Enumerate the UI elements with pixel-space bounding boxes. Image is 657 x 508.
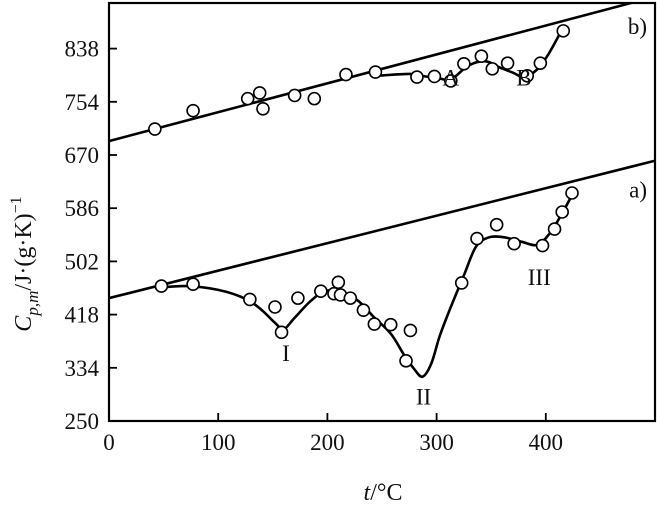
y-tick-label: 418 (65, 303, 100, 328)
series-layer (109, 3, 655, 379)
data-point (154, 279, 169, 293)
baseline-line (109, 159, 655, 300)
data-point (443, 74, 458, 88)
data-point (356, 303, 371, 317)
y-tick-label: 670 (65, 143, 100, 168)
data-point (520, 69, 535, 83)
data-point (307, 91, 322, 106)
x-tick-label: 200 (310, 430, 345, 455)
data-point (547, 222, 562, 236)
fit-curve (154, 192, 575, 379)
data-point (240, 91, 255, 106)
series-label: a) (629, 177, 647, 202)
series-0 (109, 3, 637, 143)
x-tick-label: 0 (103, 430, 115, 455)
data-point (343, 291, 358, 305)
data-point (555, 205, 569, 219)
data-point (533, 56, 548, 70)
data-point (485, 62, 500, 76)
data-point (489, 217, 504, 232)
series-1 (109, 159, 655, 379)
fit-curve (376, 32, 562, 83)
data-point (287, 88, 302, 103)
data-point (291, 291, 305, 305)
y-axis-exp: −1 (8, 196, 25, 213)
x-axis-var: t (364, 480, 372, 506)
x-axis-unit: /°C (370, 480, 402, 506)
data-point (252, 86, 267, 100)
data-point (470, 231, 484, 246)
data-point (474, 49, 489, 64)
data-point (274, 325, 289, 340)
series-label: b) (628, 14, 647, 39)
data-point (403, 323, 418, 338)
y-tick-label: 502 (65, 249, 100, 274)
data-point (243, 292, 257, 307)
data-point (367, 317, 382, 331)
data-point (535, 238, 550, 253)
data-point (186, 103, 200, 118)
annotation-label: III (528, 265, 551, 290)
data-point (457, 56, 471, 71)
data-point (186, 277, 200, 292)
data-point (148, 122, 162, 136)
data-point (268, 300, 282, 314)
annotation-label: I (282, 341, 290, 366)
y-tick-label: 334 (65, 356, 100, 381)
x-tick-label: 400 (529, 430, 564, 455)
x-tick-label: 100 (201, 430, 236, 455)
y-tick-label: 586 (65, 196, 100, 221)
axis-ticks: 0 100 200 300 400 250 334 418 502 586 670 754 838 (65, 37, 564, 455)
annotation-label: II (416, 385, 431, 410)
data-point (399, 354, 413, 368)
baseline-line (109, 3, 637, 143)
data-point (383, 317, 398, 332)
data-point (556, 24, 571, 38)
x-axis-label: t/°C (364, 480, 403, 506)
data-point (368, 65, 383, 79)
data-point (565, 186, 579, 200)
data-point (427, 69, 442, 84)
data-point (314, 284, 328, 298)
annotation-label: B (516, 65, 531, 90)
plot-frame-rect (107, 1, 657, 423)
x-tick-label: 300 (419, 430, 454, 455)
data-point (256, 101, 270, 116)
y-axis-unit: /J·(g·K) (11, 213, 37, 290)
plot-frame (107, 1, 657, 423)
y-axis-var: C (11, 315, 37, 332)
y-axis-sub: p,m (23, 291, 42, 317)
y-tick-label: 838 (65, 37, 100, 62)
y-tick-label: 754 (65, 90, 100, 115)
data-point (331, 275, 346, 290)
data-point (507, 236, 521, 251)
y-axis-label: Cp,m/J·(g·K)−1 (8, 196, 42, 331)
y-tick-label: 250 (65, 409, 100, 434)
data-point (410, 70, 424, 84)
data-point (500, 56, 515, 70)
annotation-label: A (442, 65, 459, 90)
data-point (454, 276, 469, 290)
data-point (339, 67, 353, 82)
